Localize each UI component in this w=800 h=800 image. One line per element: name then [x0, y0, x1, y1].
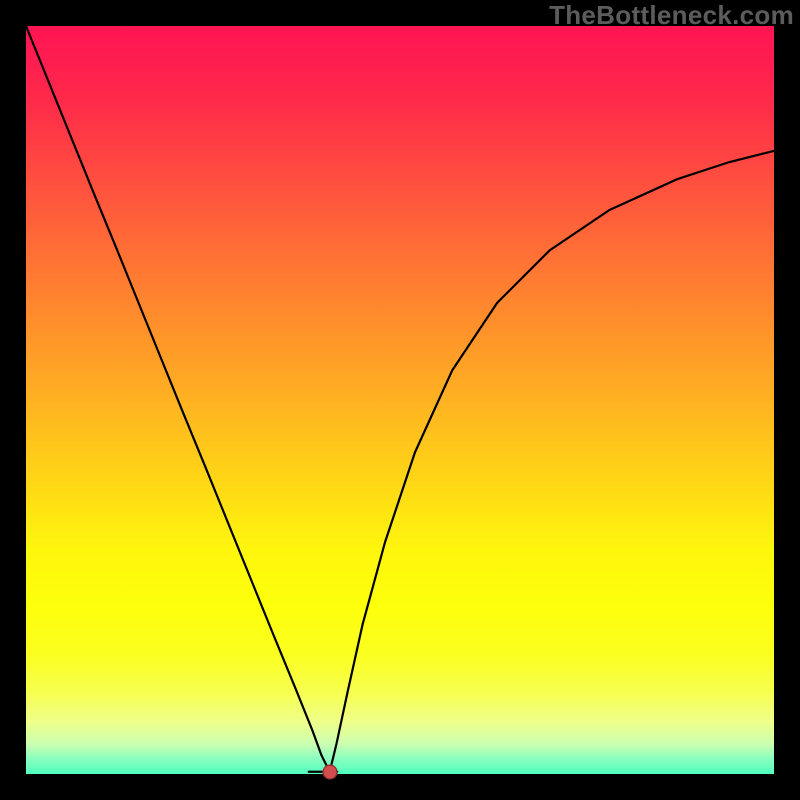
plot-area: [26, 26, 774, 774]
chart-root: TheBottleneck.com: [0, 0, 800, 800]
optimum-marker: [322, 764, 337, 779]
